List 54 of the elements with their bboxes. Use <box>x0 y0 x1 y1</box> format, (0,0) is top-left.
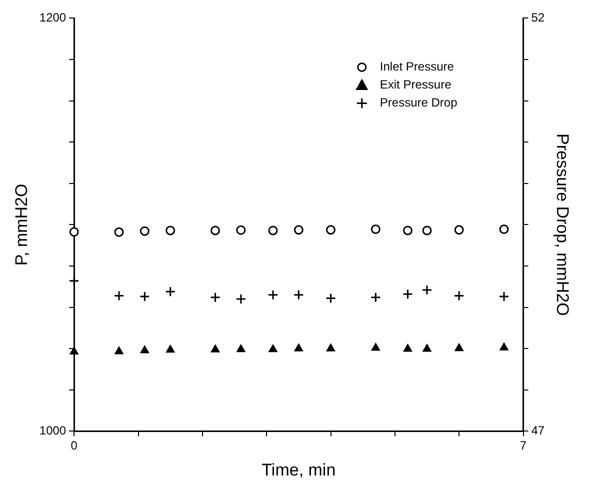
point <box>404 344 412 352</box>
point <box>165 286 176 297</box>
point <box>114 346 124 354</box>
point <box>371 343 380 351</box>
legend-label: Inlet Pressure <box>380 60 454 74</box>
point <box>294 225 304 235</box>
point <box>294 344 303 352</box>
y2-tick-label: 47 <box>531 424 545 438</box>
point <box>370 292 381 303</box>
legend-label: Exit Pressure <box>380 78 452 92</box>
point <box>211 344 220 352</box>
point <box>402 288 414 300</box>
y-tick-label: 1000 <box>39 424 66 438</box>
point <box>140 226 150 236</box>
point <box>236 344 246 352</box>
point <box>140 346 149 354</box>
point <box>268 226 278 236</box>
point <box>403 226 413 236</box>
point <box>268 344 278 352</box>
point <box>498 291 510 302</box>
point <box>210 292 221 303</box>
point <box>114 227 124 237</box>
point <box>139 291 150 302</box>
point <box>326 344 335 352</box>
point <box>454 290 464 301</box>
point <box>499 224 509 234</box>
legend-label: Pressure Drop <box>380 96 458 110</box>
point <box>70 346 78 354</box>
point <box>326 225 336 235</box>
point <box>422 344 432 352</box>
x-axis-title: Time, min <box>262 460 336 480</box>
point <box>454 344 464 352</box>
x-tick-label: 0 <box>70 438 78 453</box>
y-tick-label: 1200 <box>39 10 66 25</box>
y2-tick-label: 52 <box>531 10 545 25</box>
point <box>68 276 80 286</box>
x-tick-label: 7 <box>520 438 527 453</box>
point <box>454 225 464 235</box>
point <box>293 290 304 300</box>
point <box>236 294 246 304</box>
point <box>210 226 220 236</box>
y2-axis-title: Pressure Drop, mmH2O <box>553 134 572 316</box>
point <box>166 345 175 353</box>
point <box>166 226 176 236</box>
point <box>500 342 508 350</box>
point <box>236 225 246 235</box>
point <box>326 292 336 304</box>
point <box>370 224 380 234</box>
point <box>422 284 432 296</box>
point <box>69 227 79 237</box>
point <box>422 226 432 236</box>
y-axis-title: P, mmH2O <box>12 184 31 266</box>
point <box>268 290 278 300</box>
point <box>114 290 124 301</box>
